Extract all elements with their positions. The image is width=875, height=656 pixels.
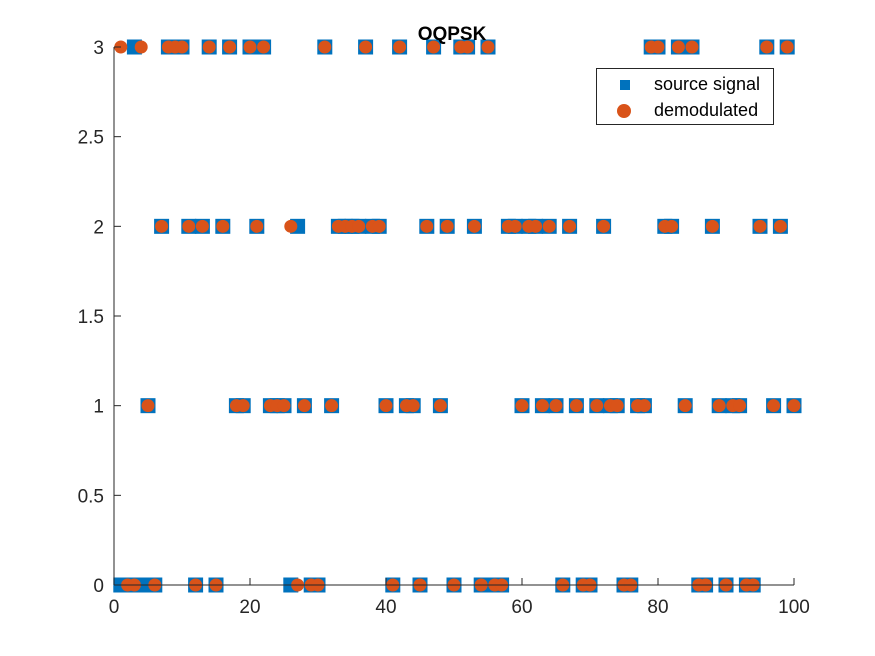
chart-title: OQPSK — [418, 24, 487, 45]
demodulated-point — [787, 399, 801, 413]
demodulated-point — [651, 40, 665, 54]
demodulated-point — [549, 399, 563, 413]
demodulated-point — [753, 219, 767, 233]
demodulated-point — [379, 399, 393, 413]
demodulated-point — [733, 399, 747, 413]
y-tick-label: 1 — [93, 397, 104, 418]
demodulated-point — [569, 399, 583, 413]
demodulated-point — [297, 399, 311, 413]
y-tick-label: 2.5 — [78, 128, 104, 149]
legend-entry-source-signal: source signal — [597, 73, 773, 97]
legend-entry-demodulated: demodulated — [597, 99, 773, 123]
demodulated-point — [393, 40, 407, 54]
demodulated-point — [134, 40, 148, 54]
demodulated-point — [597, 219, 611, 233]
demodulated-point — [175, 40, 189, 54]
demodulated-point — [155, 219, 169, 233]
demodulated-point — [216, 219, 230, 233]
y-tick-label: 1.5 — [78, 307, 104, 328]
demodulated-point — [250, 219, 264, 233]
demodulated-point — [243, 40, 257, 54]
demodulated-point — [467, 219, 481, 233]
demodulated-point — [529, 219, 543, 233]
demodulated-point — [712, 399, 726, 413]
legend: source signal demodulated — [596, 68, 774, 125]
demodulated-point — [440, 219, 454, 233]
demodulated-series — [114, 40, 801, 592]
demodulated-point — [705, 219, 719, 233]
demodulated-point — [542, 219, 556, 233]
demodulated-point — [773, 219, 787, 233]
demodulated-point — [508, 219, 522, 233]
y-tick-label: 2 — [93, 217, 104, 238]
demodulated-point — [427, 40, 441, 54]
demodulated-point — [767, 399, 781, 413]
demodulated-point — [671, 40, 685, 54]
demodulated-point — [406, 399, 420, 413]
x-tick-label: 0 — [109, 597, 120, 618]
demodulated-point — [236, 399, 250, 413]
demodulated-point — [563, 219, 577, 233]
demodulated-point — [359, 40, 373, 54]
demodulated-point — [433, 399, 447, 413]
x-tick-label: 60 — [511, 597, 532, 618]
demodulated-point — [195, 219, 209, 233]
demodulated-point — [182, 219, 196, 233]
x-tick-label: 100 — [778, 597, 810, 618]
y-tick-label: 0 — [93, 576, 104, 597]
demodulated-point — [665, 219, 679, 233]
demodulated-point — [515, 399, 529, 413]
demodulated-point — [481, 40, 495, 54]
demodulated-point — [202, 40, 216, 54]
demodulated-point — [760, 40, 774, 54]
legend-label: source signal — [654, 74, 761, 94]
x-tick-label: 20 — [239, 597, 260, 618]
demodulated-point — [257, 40, 271, 54]
demodulated-point — [372, 219, 386, 233]
y-tick-label: 3 — [93, 38, 104, 59]
demodulated-point — [318, 40, 332, 54]
demodulated-point — [277, 399, 291, 413]
demodulated-point — [780, 40, 794, 54]
demodulated-point — [223, 40, 237, 54]
demodulated-point — [141, 399, 155, 413]
demodulated-point — [461, 40, 475, 54]
demodulated-point — [352, 219, 366, 233]
demodulated-point — [610, 399, 624, 413]
square-marker-icon — [620, 80, 630, 90]
x-tick-label: 80 — [647, 597, 668, 618]
demodulated-point — [420, 219, 434, 233]
tick-labels: 0 20 40 60 80 100 0 0.5 1 1.5 2 2.5 3 — [78, 38, 810, 618]
y-tick-label: 0.5 — [78, 486, 104, 507]
demodulated-point — [678, 399, 692, 413]
demodulated-point — [637, 399, 651, 413]
demodulated-point — [284, 219, 298, 233]
demodulated-point — [325, 399, 339, 413]
demodulated-point — [535, 399, 549, 413]
x-tick-label: 40 — [375, 597, 396, 618]
circle-marker-icon — [617, 104, 631, 118]
axes — [113, 46, 795, 586]
legend-label: demodulated — [654, 100, 759, 120]
demodulated-point — [590, 399, 604, 413]
demodulated-point — [685, 40, 699, 54]
